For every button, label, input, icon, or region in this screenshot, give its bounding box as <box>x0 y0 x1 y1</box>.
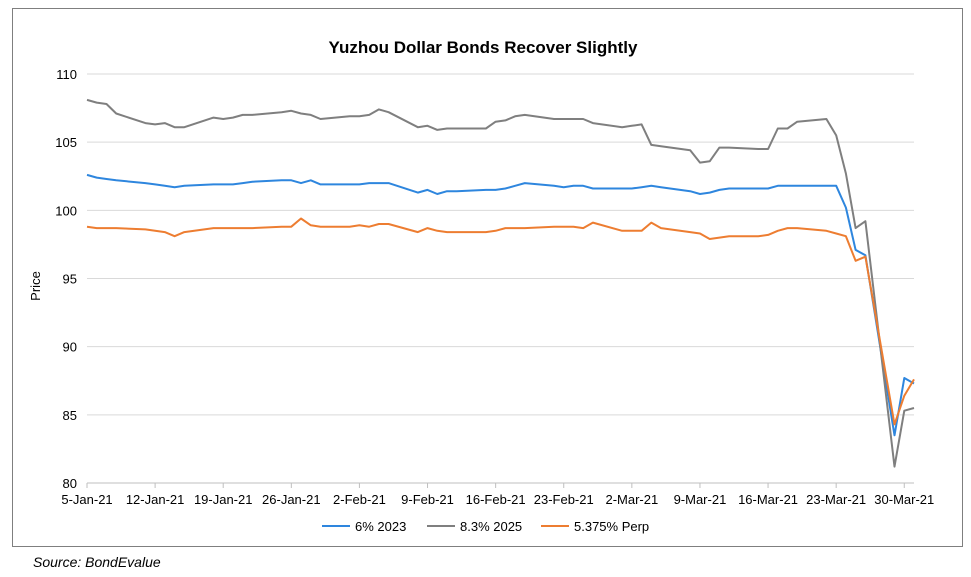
y-tick-labels: 80 85 90 95 100 105 110 <box>55 67 77 491</box>
gridlines <box>87 73 914 484</box>
y-tick-label: 105 <box>55 135 77 150</box>
x-tick-labels: 5-Jan-21 12-Jan-21 19-Jan-21 26-Jan-21 2-Feb… <box>61 483 934 507</box>
x-tick-label: 23-Mar-21 <box>806 492 866 507</box>
y-tick-label: 110 <box>56 67 77 82</box>
x-tick-label: 5-Jan-21 <box>61 492 112 507</box>
x-tick-label: 16-Mar-21 <box>738 492 798 507</box>
x-tick-label: 9-Feb-21 <box>401 492 454 507</box>
x-tick-label: 9-Mar-21 <box>674 492 727 507</box>
x-tick-label: 19-Jan-21 <box>194 492 253 507</box>
x-tick-label: 30-Mar-21 <box>874 492 934 507</box>
y-tick-label: 90 <box>63 340 77 355</box>
series-line-3 <box>86 217 915 426</box>
source-note: Source: BondEvalue <box>33 554 161 570</box>
legend: 6% 2023 8.3% 2025 5.375% Perp <box>322 519 649 534</box>
y-tick-label: 100 <box>55 203 77 218</box>
series-line-1 <box>86 173 915 437</box>
y-tick-label: 85 <box>63 408 77 423</box>
x-tick-label: 12-Jan-21 <box>126 492 185 507</box>
chart-frame <box>12 8 963 547</box>
chart-title: Yuzhou Dollar Bonds Recover Slightly <box>329 38 638 57</box>
x-tick-label: 23-Feb-21 <box>534 492 594 507</box>
legend-label: 6% 2023 <box>355 519 406 534</box>
x-tick-label: 2-Mar-21 <box>605 492 658 507</box>
y-tick-label: 80 <box>63 476 77 491</box>
y-tick-label: 95 <box>63 272 77 287</box>
series-lines <box>86 98 915 468</box>
series-line-2 <box>86 98 915 468</box>
y-axis-label: Price <box>28 271 43 301</box>
x-tick-label: 16-Feb-21 <box>466 492 526 507</box>
legend-label: 5.375% Perp <box>574 519 649 534</box>
legend-label: 8.3% 2025 <box>460 519 522 534</box>
x-tick-label: 2-Feb-21 <box>333 492 386 507</box>
x-tick-label: 26-Jan-21 <box>262 492 321 507</box>
